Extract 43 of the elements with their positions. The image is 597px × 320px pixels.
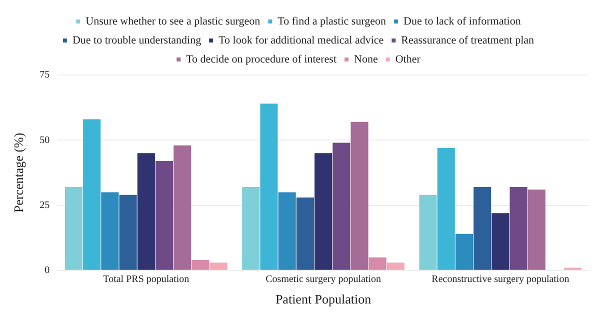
bar — [119, 194, 137, 270]
bar — [278, 192, 296, 270]
y-tick-label: 50 — [40, 134, 50, 146]
bar — [474, 187, 492, 270]
legend-label: Other — [395, 53, 421, 66]
bar — [419, 194, 437, 270]
x-tick-label: Total PRS population — [103, 274, 190, 286]
bar — [155, 160, 174, 270]
y-tick-label: 75 — [40, 70, 50, 81]
bar — [101, 192, 119, 270]
x-tick-label: Reconstructive surgery population — [432, 274, 570, 286]
y-axis-title: Percentage (%) — [11, 132, 26, 213]
legend-label: To look for additional medical advice — [218, 34, 384, 46]
bar — [83, 119, 101, 270]
bar — [437, 148, 455, 270]
bar — [192, 260, 210, 270]
bar — [510, 187, 528, 270]
legend-label: To decide on procedure of interest — [186, 53, 337, 66]
bar — [242, 187, 260, 270]
bar — [528, 190, 546, 270]
bar — [386, 262, 405, 270]
bar — [332, 142, 350, 270]
bar — [296, 197, 314, 270]
legend-label: None — [354, 53, 378, 66]
bar — [260, 104, 278, 270]
legend-label: Due to lack of information — [404, 15, 522, 28]
bar — [350, 122, 368, 270]
legend-label: Unsure whether to see a plastic surgeon — [86, 15, 261, 28]
bar — [455, 234, 473, 270]
legend-label: To find a plastic surgeon — [278, 15, 387, 28]
x-axis-title: Patient Population — [275, 292, 372, 307]
x-tick-label: Cosmetic surgery population — [266, 274, 381, 286]
y-tick-label: 0 — [44, 265, 50, 276]
bar — [64, 187, 83, 270]
legend-label: Reassurance of treatment plan — [401, 34, 535, 46]
bar — [210, 262, 228, 270]
bar — [492, 213, 510, 270]
bar — [137, 153, 155, 270]
y-tick-label: 25 — [40, 200, 50, 211]
legend-label: Due to trouble understanding — [72, 34, 202, 46]
bar — [174, 145, 192, 270]
bar — [314, 153, 332, 270]
bar — [368, 257, 386, 270]
